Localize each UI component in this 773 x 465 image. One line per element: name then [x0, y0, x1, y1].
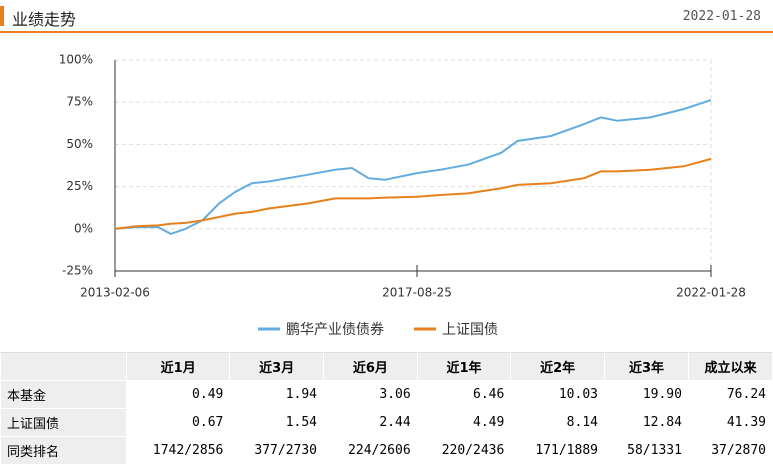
column-header: 近3年 — [603, 352, 689, 381]
table-row: 本基金 0.49 1.94 3.06 6.46 10.03 19.90 76.24 — [0, 380, 773, 409]
series-line — [114, 157, 712, 230]
column-header — [0, 352, 127, 381]
table-cell: 19.90 — [603, 380, 689, 409]
y-tick-label: 75% — [66, 95, 93, 109]
table-cell: 224/2606 — [323, 436, 418, 465]
table-cell: 171/1889 — [510, 436, 605, 465]
column-header: 近1年 — [416, 352, 512, 381]
table-cell: 76.24 — [687, 380, 773, 409]
table-cell: 0.67 — [125, 408, 231, 437]
table-cell: 0.49 — [125, 380, 231, 409]
row-label: 上证国债 — [0, 408, 127, 437]
header: 业绩走势 2022-01-28 — [0, 0, 773, 33]
y-tick-label: 0% — [74, 221, 93, 235]
header-accent — [0, 6, 4, 26]
legend-item: 鹏华产业债债券 — [258, 322, 384, 338]
header-date: 2022-01-28 — [682, 9, 761, 24]
column-header: 近1月 — [125, 352, 231, 381]
column-header: 近6月 — [323, 352, 418, 381]
column-header: 近2年 — [510, 352, 605, 381]
table-row: 同类排名 1742/2856 377/2730 224/2606 220/2436 171… — [0, 436, 773, 465]
y-tick-label: -25% — [62, 264, 93, 278]
legend-label: 鹏华产业债债券 — [286, 322, 384, 338]
x-tick-label: 2013-02-06 — [80, 286, 150, 300]
y-tick-label: 100% — [59, 53, 93, 67]
legend-item: 上证国债 — [414, 322, 498, 338]
table-cell: 220/2436 — [416, 436, 512, 465]
row-label: 同类排名 — [0, 436, 127, 465]
performance-table: 近1月 近3月 近6月 近1年 近2年 近3年 成立以来 本基金 0.49 1.94 3.06 6.4… — [0, 352, 773, 465]
table-cell: 1.94 — [229, 380, 325, 409]
y-tick-label: 50% — [66, 137, 93, 151]
table-cell: 41.39 — [687, 408, 773, 437]
table-cell: 1.54 — [229, 408, 325, 437]
table-cell: 12.84 — [603, 408, 689, 437]
table-cell: 2.44 — [323, 408, 418, 437]
table-cell: 10.03 — [510, 380, 605, 409]
table-cell: 8.14 — [510, 408, 605, 437]
row-label: 本基金 — [0, 380, 127, 409]
table-cell: 58/1331 — [603, 436, 689, 465]
series-line — [114, 99, 712, 235]
table-cell: 4.49 — [416, 408, 512, 437]
table-cell: 6.46 — [416, 380, 512, 409]
header-title: 业绩走势 — [12, 10, 77, 29]
chart: -25% 0% 25% 50% 75% 100% 2013-02-06 2017-08-25 2… — [59, 53, 746, 339]
table-cell: 37/2870 — [687, 436, 773, 465]
table-header-row: 近1月 近3月 近6月 近1年 近2年 近3年 成立以来 — [0, 352, 773, 381]
table-cell: 377/2730 — [229, 436, 325, 465]
table-cell: 3.06 — [323, 380, 418, 409]
table-cell: 1742/2856 — [125, 436, 231, 465]
x-tick-label: 2022-01-28 — [676, 286, 746, 300]
table-row: 上证国债 0.67 1.54 2.44 4.49 8.14 12.84 41.39 — [0, 408, 773, 437]
column-header: 近3月 — [229, 352, 325, 381]
y-tick-label: 25% — [66, 179, 93, 193]
legend-label: 上证国债 — [442, 322, 498, 338]
x-tick-label: 2017-08-25 — [382, 286, 452, 300]
column-header: 成立以来 — [687, 352, 773, 381]
